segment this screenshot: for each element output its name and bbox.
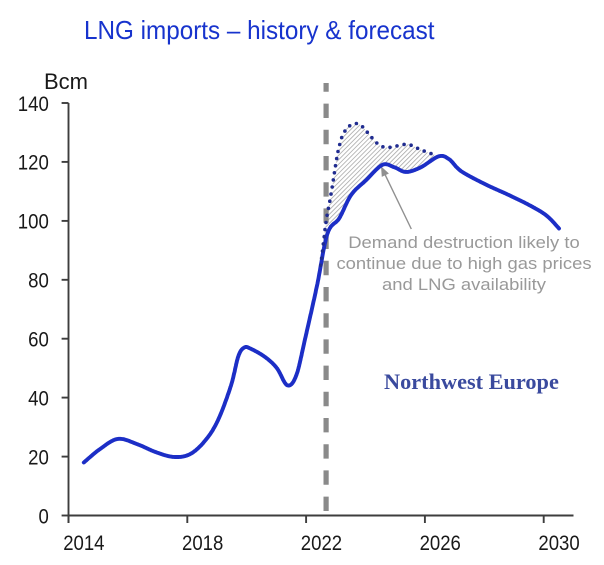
svg-text:40: 40 xyxy=(28,386,49,410)
svg-text:2018: 2018 xyxy=(182,531,223,555)
svg-text:60: 60 xyxy=(28,328,49,352)
svg-text:20: 20 xyxy=(28,445,49,469)
svg-text:2026: 2026 xyxy=(420,531,461,555)
svg-text:2030: 2030 xyxy=(538,531,579,555)
svg-text:2014: 2014 xyxy=(63,531,104,555)
svg-text:120: 120 xyxy=(18,151,49,175)
svg-text:2022: 2022 xyxy=(301,531,342,555)
svg-text:0: 0 xyxy=(39,504,49,528)
svg-text:100: 100 xyxy=(18,210,49,234)
svg-text:80: 80 xyxy=(28,269,49,293)
svg-text:140: 140 xyxy=(18,92,49,116)
